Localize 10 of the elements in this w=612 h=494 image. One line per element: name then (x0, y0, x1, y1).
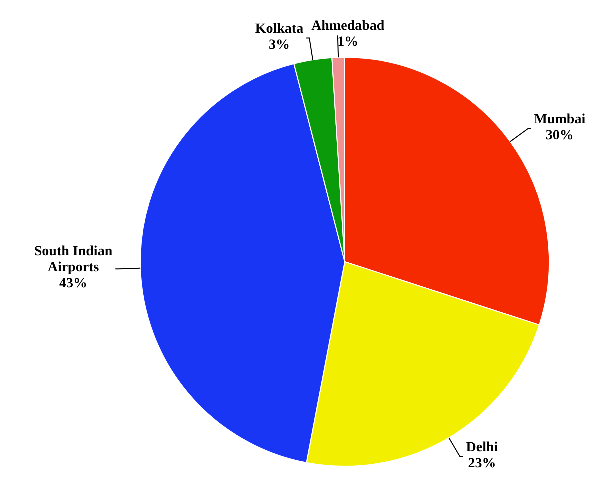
slice-label: Ahmedabad (312, 19, 385, 34)
data-label: 23% (468, 456, 496, 472)
slice-label: Mumbai (534, 112, 586, 128)
slice-label: South Indian Airports (34, 244, 113, 276)
data-label: 30% (546, 128, 574, 144)
data-label: 3% (268, 38, 290, 53)
data-label: 43% (60, 276, 88, 292)
slice-label: Delhi (466, 440, 498, 456)
slice-label: Kolkata (255, 22, 304, 37)
data-label: 1% (338, 35, 359, 50)
